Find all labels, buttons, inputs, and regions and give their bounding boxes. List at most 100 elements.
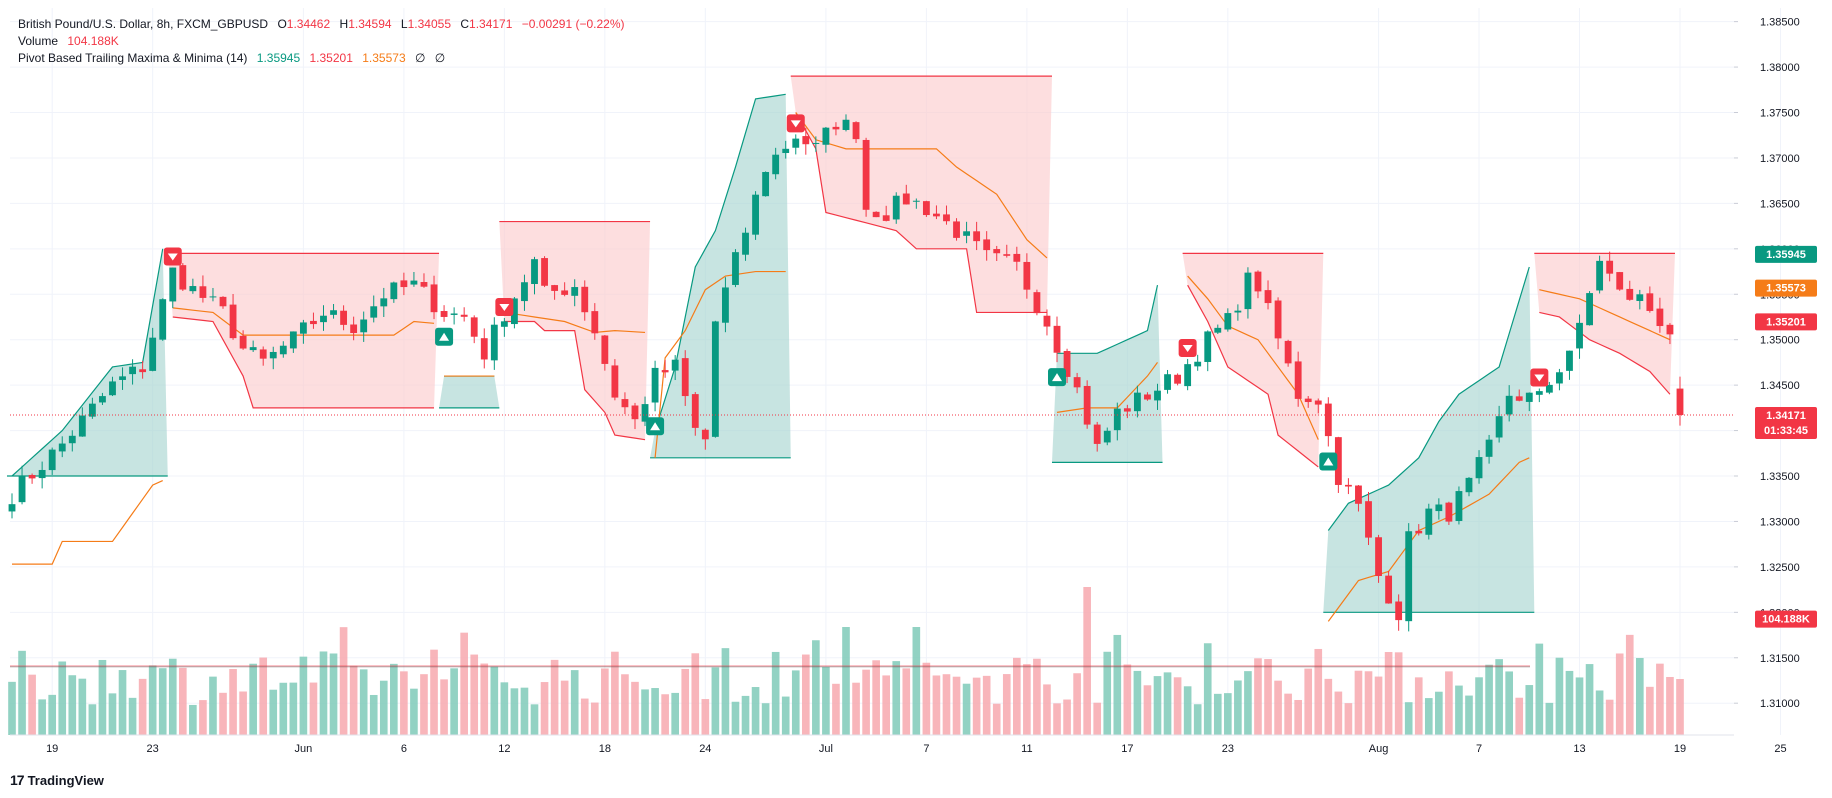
time-axis-label: Jun bbox=[295, 743, 313, 755]
arrow-down-icon bbox=[167, 253, 178, 261]
volume-bar bbox=[992, 703, 1001, 735]
sell-signal-marker bbox=[495, 297, 514, 316]
candle-body bbox=[1284, 340, 1292, 364]
volume-bar bbox=[520, 687, 529, 735]
candle-body bbox=[963, 231, 970, 236]
time-axis-label: 11 bbox=[1021, 743, 1032, 755]
volume-bar bbox=[1525, 685, 1534, 735]
volume-bar bbox=[359, 669, 368, 735]
volume-bar bbox=[932, 675, 941, 735]
legend-volume-row[interactable]: Volume 104.188K bbox=[18, 33, 625, 50]
tradingview-logo-icon: 17 bbox=[10, 772, 25, 788]
volume-bar bbox=[962, 683, 971, 735]
legend-close-label: C bbox=[460, 17, 470, 31]
candle-body bbox=[752, 194, 759, 235]
price-axis-label: 1.33500 bbox=[1760, 471, 1800, 483]
volume-bar bbox=[530, 704, 539, 735]
price-tag: 1.35573 bbox=[1755, 279, 1817, 297]
candle-body bbox=[370, 306, 378, 318]
volume-bar bbox=[1213, 693, 1222, 735]
volume-bar bbox=[982, 675, 991, 735]
candle-body bbox=[792, 138, 800, 148]
candle-body bbox=[782, 148, 790, 154]
time-axis-label: 18 bbox=[599, 743, 611, 755]
candle-body bbox=[832, 126, 840, 130]
candle-body bbox=[259, 349, 267, 359]
candle-body bbox=[470, 317, 478, 337]
candle-body bbox=[18, 475, 26, 503]
candle-body bbox=[219, 296, 227, 307]
volume-bar bbox=[631, 681, 639, 735]
candle-body bbox=[1214, 327, 1222, 333]
volume-bar bbox=[1254, 658, 1262, 735]
candle-body bbox=[601, 335, 609, 364]
candle-body bbox=[1505, 395, 1513, 415]
volume-bar bbox=[78, 678, 87, 735]
volume-bar bbox=[1224, 693, 1232, 735]
candle-body bbox=[1365, 501, 1372, 538]
volume-bar bbox=[601, 668, 609, 735]
volume-bar bbox=[1424, 698, 1433, 735]
candle-body bbox=[1626, 288, 1634, 300]
volume-bar bbox=[1646, 686, 1654, 735]
volume-bar bbox=[48, 694, 57, 735]
candle-body bbox=[1013, 253, 1021, 262]
candle-body bbox=[722, 287, 729, 323]
tradingview-logo[interactable]: 17 TradingView bbox=[10, 772, 104, 788]
candle-body bbox=[1294, 361, 1302, 399]
time-axis-label: Jul bbox=[819, 743, 833, 755]
price-tag-box bbox=[1755, 407, 1817, 440]
volume-bar bbox=[812, 640, 820, 735]
candle-body bbox=[279, 345, 287, 355]
volume-bar bbox=[822, 666, 830, 735]
candle-body bbox=[812, 142, 820, 144]
candle-body bbox=[1023, 261, 1031, 290]
candle-body bbox=[571, 287, 579, 296]
candle-body bbox=[1475, 457, 1483, 479]
candle-body bbox=[671, 359, 679, 371]
arrow-up-icon bbox=[1052, 373, 1063, 382]
candle-body bbox=[1164, 374, 1171, 390]
candle-body bbox=[1586, 293, 1593, 326]
ratchet-line bbox=[504, 320, 646, 441]
legend-low-label: L bbox=[400, 17, 408, 31]
volume-bar bbox=[1515, 697, 1524, 735]
volume-bar bbox=[1354, 670, 1363, 735]
volume-bar bbox=[832, 683, 840, 735]
legend-indicator-trail: 1.35573 bbox=[362, 51, 406, 65]
candle-body bbox=[269, 351, 277, 359]
candle-body bbox=[1445, 502, 1453, 522]
volume-bar bbox=[1374, 676, 1383, 735]
volume-bar bbox=[1334, 691, 1343, 735]
legend-indicator-row[interactable]: Pivot Based Trailing Maxima & Minima (14… bbox=[18, 50, 625, 67]
candle-body bbox=[922, 201, 930, 216]
legend-open-label: O bbox=[277, 17, 287, 31]
buy-signal-marker bbox=[1319, 452, 1338, 471]
volume-bar bbox=[460, 632, 468, 735]
volume-bar bbox=[1595, 690, 1604, 735]
candle-body bbox=[1495, 416, 1503, 438]
candle-body bbox=[1274, 300, 1282, 339]
candle-body bbox=[1395, 601, 1403, 621]
volume-bar bbox=[1304, 668, 1313, 735]
candle-body bbox=[109, 381, 116, 396]
volume-bar bbox=[781, 696, 790, 735]
volume-bar bbox=[1244, 671, 1252, 735]
candle-body bbox=[912, 200, 920, 202]
price-axis bbox=[1734, 21, 1738, 704]
volume-bar bbox=[1274, 680, 1282, 735]
volume-bar bbox=[1344, 703, 1353, 735]
time-axis-label: 17 bbox=[1121, 743, 1133, 755]
arrow-down-icon bbox=[1182, 344, 1193, 352]
ratchet-line bbox=[1539, 311, 1671, 395]
candle-body bbox=[1073, 377, 1081, 388]
candle-body bbox=[1666, 324, 1674, 335]
volume-bar bbox=[711, 667, 720, 735]
volume-bar bbox=[249, 663, 257, 735]
candle-body bbox=[139, 369, 147, 373]
legend-symbol[interactable]: British Pound/U.S. Dollar, 8h, FXCM_GBPU… bbox=[18, 17, 269, 31]
buy-signal-marker bbox=[646, 417, 665, 436]
price-tags: 1.35945 1.35573 1.35201 1.34171 01:33:45 104.… bbox=[1755, 245, 1817, 628]
